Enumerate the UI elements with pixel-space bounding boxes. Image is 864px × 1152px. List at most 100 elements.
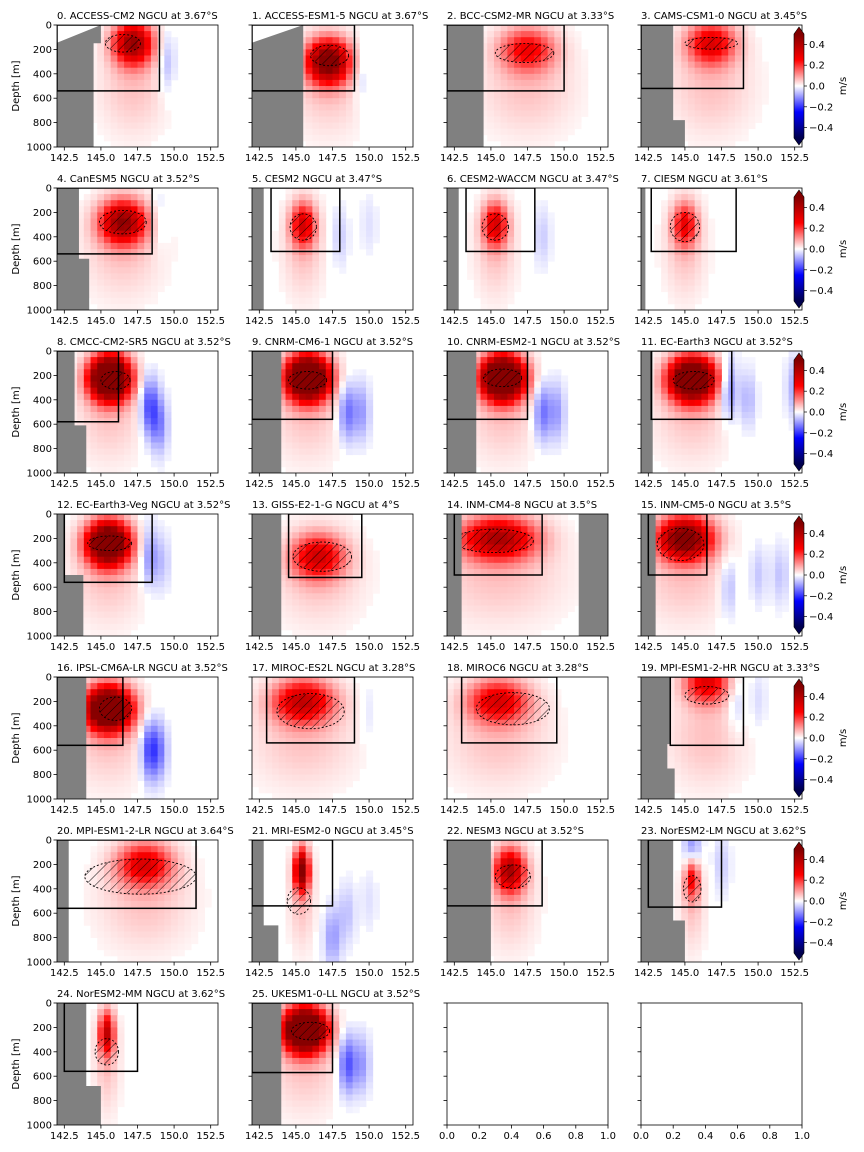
heatmap-cell (339, 122, 347, 130)
heatmap-cell (534, 116, 542, 123)
heatmap-cell (687, 424, 696, 431)
heatmap-cell (781, 581, 789, 588)
heatmap-cell (332, 436, 340, 443)
heatmap-cell (534, 514, 542, 521)
heatmap-cell (359, 73, 367, 81)
heatmap-cell (493, 79, 502, 87)
heatmap-cell (124, 399, 132, 407)
heatmap-cell (687, 617, 696, 625)
heatmap-cell (500, 405, 508, 413)
heatmap-cell (285, 351, 293, 358)
heatmap-cell (97, 695, 105, 702)
heatmap-cell (110, 792, 118, 799)
heatmap-cell (708, 593, 716, 600)
heatmap-cell (144, 116, 152, 123)
heatmap-cell (728, 55, 736, 62)
heatmap-cell (681, 279, 689, 286)
x-tick-label: 147.5 (318, 316, 347, 327)
heatmap-cell (103, 623, 112, 631)
heatmap-cell (90, 442, 98, 449)
heatmap-cell (124, 466, 132, 473)
heatmap-cell (567, 67, 575, 75)
heatmap-cell (352, 73, 360, 81)
heatmap-cell (144, 206, 152, 213)
heatmap-cell (473, 273, 481, 280)
heatmap-cell (667, 623, 675, 631)
heatmap-cell (728, 568, 736, 576)
heatmap-cell (714, 67, 722, 75)
heatmap-cell (90, 719, 98, 727)
heatmap-cell (97, 255, 105, 262)
heatmap-cell (514, 623, 522, 631)
heatmap-cell (748, 581, 756, 588)
heatmap-cell (694, 140, 702, 147)
heatmap-cell (164, 387, 172, 395)
heatmap-cell (103, 273, 112, 280)
heatmap-cell (144, 418, 152, 425)
heatmap-cell (500, 86, 508, 93)
heatmap-cell (97, 381, 105, 388)
heatmap-cell (312, 526, 320, 533)
heatmap-cell (755, 116, 763, 123)
heatmap-cell (687, 242, 696, 250)
heatmap-cell (110, 206, 118, 213)
heatmap-cell (667, 206, 675, 213)
heatmap-cell (661, 436, 669, 443)
heatmap-cell (654, 605, 662, 612)
heatmap-cell (285, 279, 293, 286)
heatmap-cell (305, 86, 313, 93)
heatmap-cell (667, 466, 675, 473)
heatmap-cell (708, 73, 716, 81)
heatmap-cell (352, 617, 360, 625)
heatmap-cell (130, 756, 138, 763)
heatmap-cell (137, 255, 145, 262)
heatmap-cell (319, 230, 327, 238)
heatmap-cell (90, 67, 98, 75)
heatmap-cell (507, 454, 515, 462)
heatmap-cell (687, 436, 696, 443)
heatmap-cell (507, 37, 515, 44)
heatmap-cell (473, 291, 481, 299)
heatmap-cell (681, 623, 689, 631)
heatmap-cell (103, 719, 112, 727)
heatmap-cell (117, 116, 125, 123)
heatmap-cell (103, 363, 112, 370)
heatmap-cell (319, 236, 327, 244)
heatmap-cell (285, 442, 293, 449)
heatmap-cell (687, 405, 696, 413)
heatmap-cell (674, 43, 682, 50)
heatmap-cell (345, 242, 354, 250)
heatmap-cell (681, 387, 689, 395)
heatmap-cell (654, 261, 662, 268)
heatmap-cell (97, 683, 105, 690)
heatmap-cell (319, 538, 327, 545)
heatmap-cell (507, 230, 515, 238)
heatmap-cell (708, 92, 716, 99)
heatmap-cell (319, 599, 327, 606)
heatmap-cell (561, 599, 569, 606)
heatmap-cell (319, 575, 327, 582)
heatmap-cell (97, 212, 105, 219)
x-tick-label: 150.0 (355, 316, 384, 327)
heatmap-cell (117, 738, 125, 745)
x-tick-label: 145.0 (477, 479, 506, 490)
heatmap-cell (514, 230, 522, 238)
heatmap-cell (339, 43, 347, 50)
heatmap-cell (661, 381, 669, 388)
heatmap-cell (144, 110, 152, 117)
heatmap-cell (574, 31, 582, 38)
heatmap-cell (574, 110, 582, 117)
heatmap-cell (319, 617, 327, 625)
heatmap-cell (507, 393, 515, 401)
heatmap-cell (480, 49, 488, 56)
heatmap-cell (90, 297, 98, 305)
heatmap-cell (714, 363, 722, 370)
heatmap-cell (305, 37, 313, 44)
heatmap-cell (278, 387, 286, 395)
heatmap-cell (500, 363, 508, 370)
heatmap-cell (103, 738, 112, 745)
heatmap-cell (319, 86, 327, 93)
heatmap-cell (124, 188, 132, 195)
